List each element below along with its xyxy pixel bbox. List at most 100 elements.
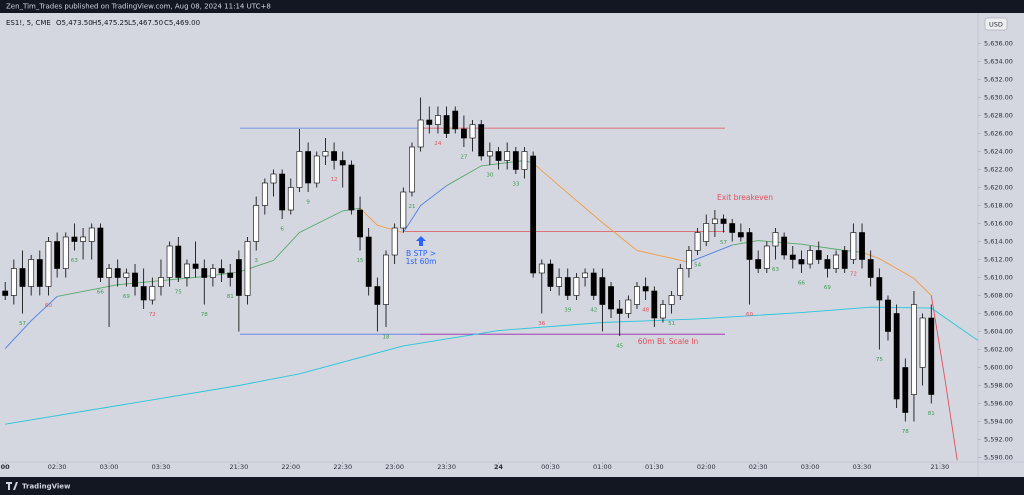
candle-body	[54, 241, 61, 269]
y-tick-label: 5,620.00	[984, 184, 1013, 192]
bar-number: 18	[383, 335, 390, 341]
y-tick-label: 5,606.00	[984, 310, 1013, 318]
bar-number: 57	[19, 321, 26, 327]
bar-number: 60	[746, 312, 753, 318]
candle-body	[859, 232, 865, 260]
bar-number: 3	[254, 258, 258, 264]
candle-body	[686, 250, 692, 269]
candle-body	[106, 268, 112, 278]
candle-body	[504, 151, 511, 161]
candle-body	[175, 245, 182, 278]
x-tick-label: 24	[494, 463, 504, 471]
candle-body	[62, 236, 69, 269]
candle-body	[88, 227, 95, 242]
y-tick-label: 5,628.00	[984, 112, 1013, 120]
candle-body	[244, 241, 251, 296]
bar-number: 33	[512, 182, 519, 188]
candle-body	[409, 146, 415, 193]
bar-number: 6	[280, 227, 284, 233]
bar-number: 75	[175, 290, 182, 296]
moving-average	[688, 244, 733, 263]
candle-body	[227, 272, 234, 278]
y-tick-label: 5,592.00	[984, 436, 1013, 444]
candle-body	[192, 263, 199, 269]
candle-body	[807, 250, 813, 265]
candle-body	[512, 151, 519, 170]
bar-number: 39	[564, 308, 571, 314]
y-tick-label: 5,622.00	[984, 166, 1013, 174]
bar-number: 72	[149, 312, 156, 318]
candle-body	[798, 259, 805, 265]
candle-body	[556, 277, 563, 287]
candle-body	[711, 218, 718, 224]
x-tick-label: 03:00	[100, 463, 119, 471]
candle-body	[668, 295, 675, 305]
candle-body	[815, 250, 822, 260]
annotation: Exit breakeven	[717, 193, 773, 202]
candle-body	[80, 236, 86, 242]
candle-body	[391, 227, 398, 256]
candle-body	[287, 187, 294, 211]
candle-body	[824, 259, 831, 269]
y-tick-label: 5,618.00	[984, 202, 1013, 210]
annotation: B STP >	[406, 249, 436, 258]
candle-body	[928, 317, 935, 395]
candle-body	[339, 160, 346, 166]
candle-body	[547, 263, 554, 287]
ohlc-open: O5,473.50	[56, 19, 93, 27]
currency: USD	[989, 21, 1003, 29]
candle-body	[71, 236, 78, 242]
x-tick-label: 03:00	[801, 463, 820, 471]
candle-body	[28, 259, 35, 287]
bar-number: 78	[201, 312, 208, 318]
bar-number: 21	[408, 204, 415, 210]
bar-number: 75	[876, 357, 883, 363]
candle-body	[867, 259, 874, 278]
plot-area: 5760636669727578813691215182124273033363…	[2, 97, 978, 461]
arrow-icon	[416, 236, 426, 246]
brand: TradingView	[22, 483, 71, 491]
x-tick-label: 01:30	[645, 463, 664, 471]
candle-body	[885, 299, 891, 332]
candle-body	[590, 272, 597, 296]
candle-body	[10, 268, 17, 296]
annotation: 1st 60m	[406, 257, 437, 266]
bar-number: 66	[798, 281, 805, 287]
y-tick-label: 5,632.00	[984, 76, 1013, 84]
candle-body	[763, 245, 770, 269]
bar-number: 36	[538, 321, 545, 327]
y-tick-label: 5,626.00	[984, 130, 1013, 138]
bar-number: 60	[45, 303, 52, 309]
candle-body	[919, 317, 926, 368]
publish-info: Zen_Tim_Trades published on TradingView.…	[6, 3, 271, 11]
candle-body	[625, 299, 632, 314]
candle-body	[443, 115, 450, 134]
annotation: 60m BL Scale In	[638, 337, 699, 346]
ohlc-high: H5,475.25	[92, 19, 128, 27]
candle-body	[140, 286, 147, 301]
candle-body	[582, 272, 588, 278]
bar-number: 45	[616, 344, 623, 350]
candle-body	[608, 286, 614, 310]
bar-number: 57	[720, 240, 727, 246]
currency-box[interactable]	[984, 17, 1008, 31]
moving-average	[930, 295, 958, 461]
moving-average	[532, 162, 689, 263]
candle-body	[703, 223, 710, 242]
y-tick-label: 5,608.00	[984, 292, 1013, 300]
annotations: Exit breakeven B STP > 1st 60m 60m BL Sc…	[406, 193, 774, 346]
x-tick-label: 00:30	[541, 463, 560, 471]
candle-body	[521, 151, 528, 170]
candle-body	[417, 119, 424, 148]
candle-body	[634, 286, 640, 305]
candle-body	[530, 155, 537, 274]
y-tick-label: 5,590.00	[984, 454, 1013, 462]
candle-body	[322, 151, 329, 157]
x-tick-label: 01:00	[593, 463, 612, 471]
candle-body	[400, 191, 407, 229]
candle-body	[296, 151, 303, 188]
y-tick-label: 5,630.00	[984, 94, 1013, 102]
candle-body	[729, 223, 736, 233]
candle-body	[426, 119, 433, 125]
y-tick-label: 5,636.00	[984, 40, 1013, 48]
